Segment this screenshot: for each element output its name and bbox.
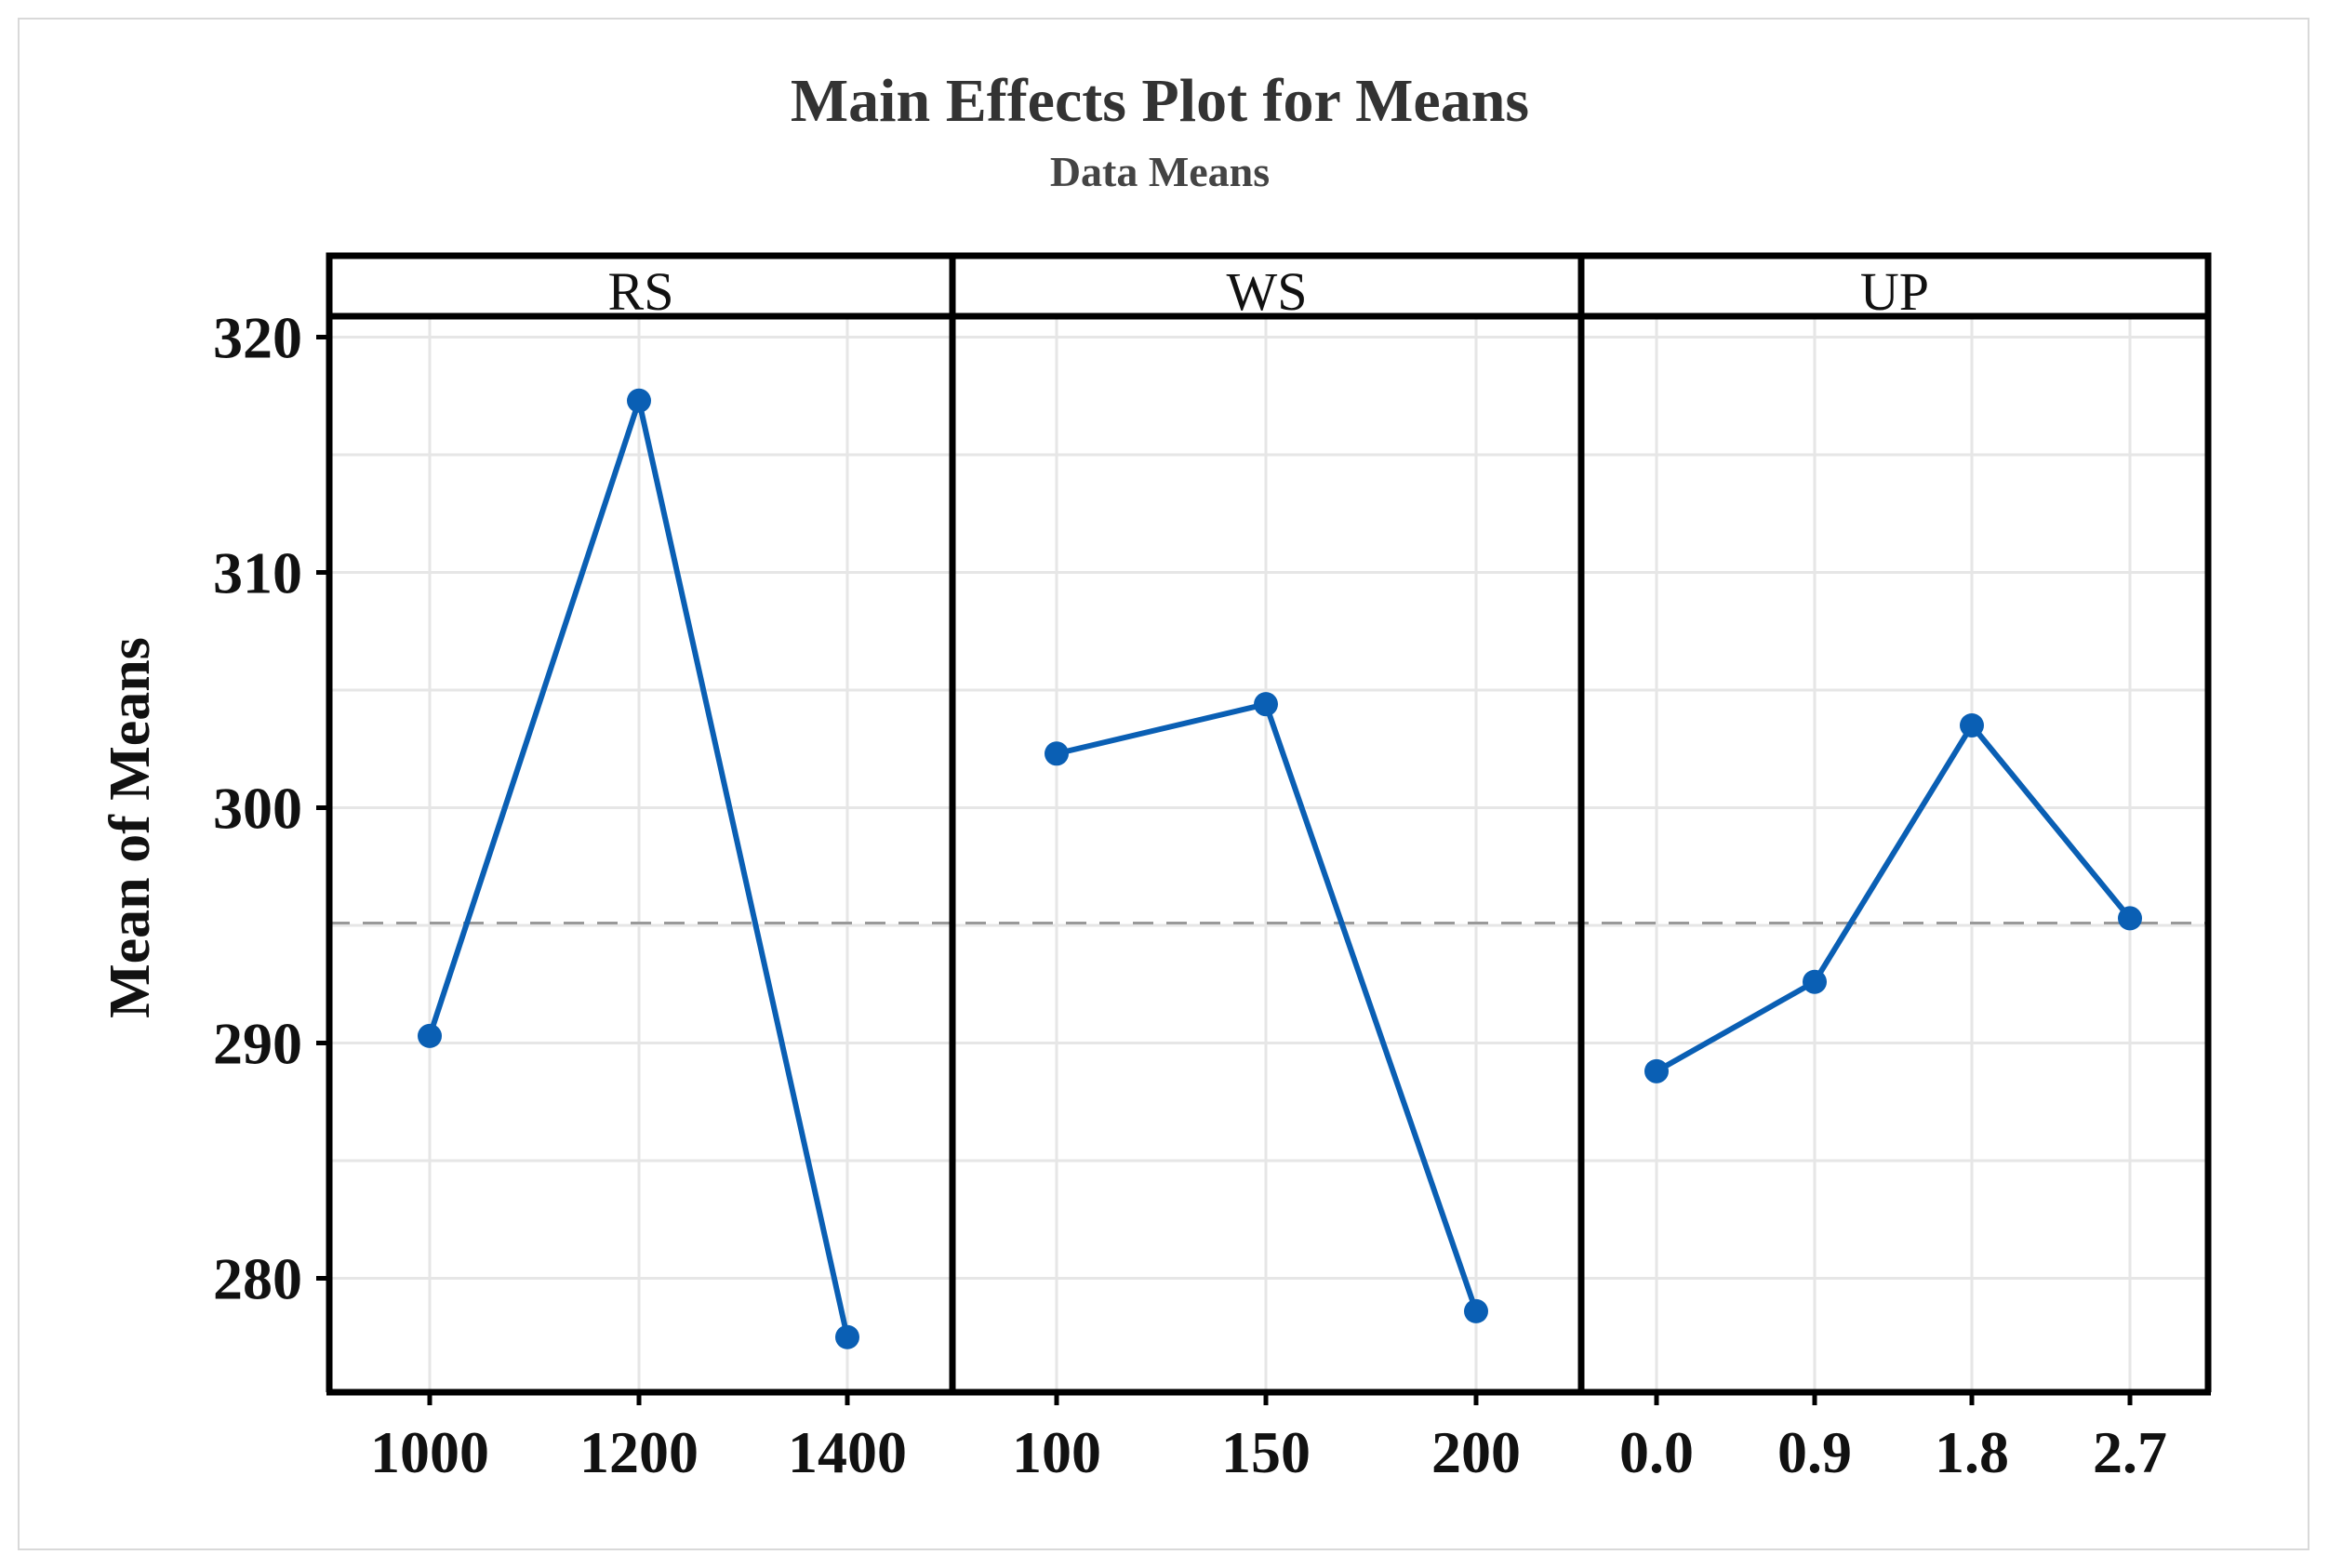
x-tick-label-up: 0.0	[1619, 1419, 1694, 1485]
strip-label-rs: RS	[608, 261, 674, 322]
strip-header-rs	[326, 252, 956, 320]
strip-label-ws: WS	[1227, 261, 1308, 322]
data-point-ws-100	[1045, 741, 1069, 766]
x-tick-label-rs: 1200	[579, 1419, 699, 1485]
data-point-ws-150	[1254, 692, 1278, 717]
x-tick-label-up: 0.9	[1777, 1419, 1852, 1485]
y-tick-label: 300	[213, 776, 302, 842]
data-point-ws-200	[1464, 1298, 1488, 1323]
y-axis-label: Mean of Means	[99, 637, 162, 1018]
y-tick-label: 290	[213, 1011, 302, 1077]
data-point-up-1.8	[1960, 712, 1984, 737]
data-point-rs-1000	[418, 1023, 442, 1048]
data-point-up-0.9	[1803, 969, 1827, 994]
plot-area: RS WS UP 280 290 300 310 320 1000 1200 1400 100 150 2…	[213, 252, 2212, 1485]
chart-subtitle: Data Means	[1050, 148, 1270, 195]
x-tick-label-rs: 1000	[370, 1419, 489, 1485]
series-line-up	[1655, 722, 2133, 1074]
x-tick-label-up: 1.8	[1935, 1419, 2009, 1485]
x-tick-label-ws: 200	[1431, 1419, 1521, 1485]
chart-title: Main Effects Plot for Means	[791, 67, 1529, 135]
y-tick-label: 280	[213, 1246, 302, 1312]
x-tick-label-ws: 100	[1012, 1419, 1101, 1485]
y-tick-label: 310	[213, 540, 302, 606]
data-point-up-0.0	[1644, 1058, 1669, 1083]
data-point-rs-1400	[835, 1324, 859, 1349]
x-tick-label-up: 2.7	[2093, 1419, 2167, 1485]
y-tick-label: 320	[213, 305, 302, 371]
x-tick-label-rs: 1400	[788, 1419, 907, 1485]
strip-label-up: UP	[1860, 261, 1929, 322]
x-tick-label-ws: 150	[1221, 1419, 1311, 1485]
data-point-rs-1200	[627, 388, 651, 413]
data-point-up-2.7	[2118, 906, 2142, 931]
